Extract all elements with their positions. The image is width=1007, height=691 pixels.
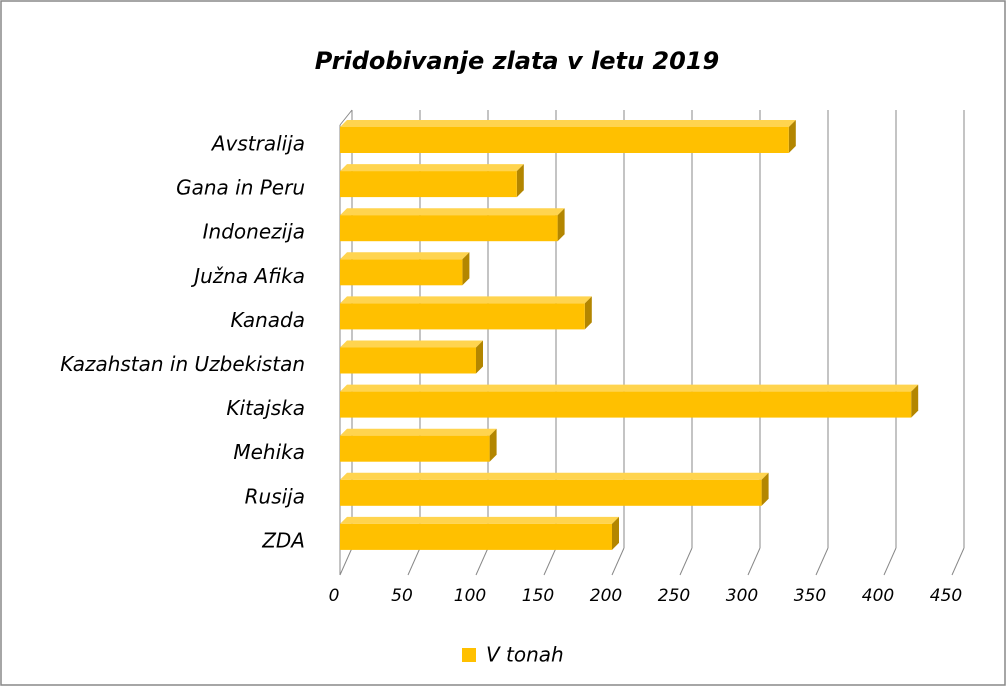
bar-side (516, 164, 524, 198)
x-tick-label: 450 (930, 586, 962, 606)
bar (340, 164, 524, 198)
x-tick-label: 300 (726, 586, 758, 606)
bar-top (340, 516, 619, 524)
bar-side (911, 384, 919, 418)
floor-line (951, 547, 965, 576)
bar-side (788, 120, 796, 153)
floor-line (611, 547, 625, 576)
bar-top (340, 208, 565, 216)
bar-front (340, 171, 517, 198)
bar (340, 252, 470, 286)
x-tick-label: 250 (658, 586, 690, 606)
bar-side (584, 296, 592, 330)
bar-front (340, 479, 762, 506)
bar (340, 516, 619, 550)
bar-front (340, 127, 789, 153)
bar-top (340, 252, 470, 260)
floor-line (543, 547, 557, 576)
bar (340, 296, 592, 330)
category-label: Kitajska (226, 396, 305, 420)
bar-side (489, 428, 497, 462)
bar (340, 120, 796, 153)
legend-swatch (462, 648, 476, 662)
x-tick-label: 100 (454, 586, 486, 606)
bar-side (557, 208, 565, 242)
floor-line (883, 547, 897, 576)
floor-line (815, 547, 829, 576)
x-tick-label: 50 (391, 586, 413, 606)
floor-line (407, 547, 421, 576)
category-label: ZDA (261, 528, 305, 552)
bar-front (340, 435, 490, 462)
floor-line (339, 547, 353, 576)
bar-top (340, 428, 497, 436)
x-tick-label: 200 (590, 586, 622, 606)
bar (340, 384, 919, 418)
bar-front (340, 391, 912, 418)
bar (340, 340, 483, 374)
wall-edge (339, 109, 353, 126)
x-tick-label: 400 (862, 586, 894, 606)
category-label: Indonezija (203, 220, 305, 244)
bar-top (340, 120, 796, 127)
x-tick-label: 150 (522, 586, 554, 606)
bar-side (476, 340, 483, 374)
x-tick-label: 0 (329, 586, 340, 606)
bar (340, 428, 497, 462)
bar-front (340, 215, 558, 242)
bar (340, 208, 565, 242)
bar (340, 472, 769, 506)
bar-front (340, 523, 612, 550)
category-label: Mehika (233, 440, 305, 464)
bar-top (340, 340, 483, 348)
bar-top (340, 472, 769, 480)
bar-front (340, 303, 585, 330)
floor-line (475, 547, 489, 576)
category-label: Južna Afika (190, 264, 305, 288)
bar-top (340, 384, 919, 392)
x-tick-label: 350 (794, 586, 826, 606)
category-label: Gana in Peru (176, 176, 305, 200)
category-label: Kanada (230, 308, 305, 332)
floor-line (679, 547, 693, 576)
bar-top (340, 296, 592, 304)
category-label: Rusija (245, 484, 305, 508)
legend-label: V tonah (486, 643, 564, 667)
bar-top (340, 164, 524, 172)
bar-front (340, 259, 463, 286)
chart-title: Pridobivanje zlata v letu 2019 (315, 47, 719, 75)
bar-side (462, 252, 470, 286)
bar-side (761, 472, 769, 506)
category-label: Avstralija (210, 132, 305, 156)
category-label: Kazahstan in Uzbekistan (60, 352, 305, 376)
bar-front (340, 347, 476, 374)
floor-line (747, 547, 761, 576)
bar-side (612, 516, 619, 550)
